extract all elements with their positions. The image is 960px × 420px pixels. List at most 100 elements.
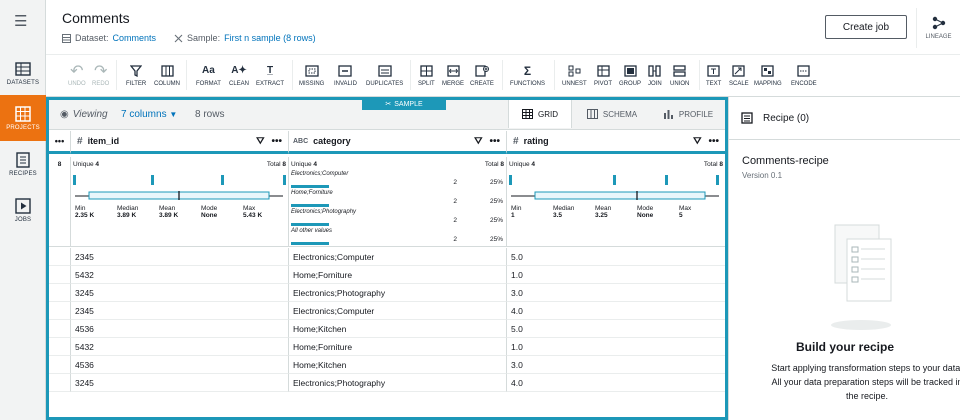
table-cell-rating[interactable]: 4.0 <box>507 374 725 392</box>
filter-icon <box>130 62 143 79</box>
duplicates-button[interactable]: DUPLICATES <box>366 62 403 87</box>
tab-schema[interactable]: SCHEMA <box>574 100 650 128</box>
table-cell-item-id[interactable]: 4536 <box>71 356 289 374</box>
tab-grid[interactable]: GRID <box>508 100 572 128</box>
stat-value: 3.25 <box>595 212 608 219</box>
table-cell-item-id[interactable]: 3245 <box>71 374 289 392</box>
table-cell-rating[interactable]: 3.0 <box>507 284 725 302</box>
table-cell-category[interactable]: Home;Kitchen <box>289 356 507 374</box>
table-cell-item-id[interactable]: 5432 <box>71 266 289 284</box>
scale-button[interactable]: SCALE <box>729 62 749 87</box>
columns-dropdown[interactable]: 7 columns ▼ <box>121 109 177 120</box>
row-header[interactable] <box>49 356 71 374</box>
column-header-item-id[interactable]: # item_id ⛛ ••• <box>71 131 289 154</box>
join-button[interactable]: JOIN <box>648 62 662 87</box>
table-cell-category[interactable]: Electronics;Photography <box>289 374 507 392</box>
more-icon[interactable]: ••• <box>489 135 500 147</box>
text-button[interactable]: TEXT <box>706 62 721 87</box>
dataset-link[interactable]: Comments <box>112 33 157 43</box>
filter-icon[interactable]: ⛛ <box>474 135 483 147</box>
create-button[interactable]: CREATE <box>470 62 494 87</box>
value-count: 2 <box>453 217 457 224</box>
item-id-histogram <box>73 175 286 185</box>
sample-link[interactable]: First n sample (8 rows) <box>224 33 316 43</box>
category-value-row[interactable]: Electronics;Computer 2 25% <box>291 171 503 190</box>
table-cell-rating[interactable]: 5.0 <box>507 320 725 338</box>
value-pct: 25% <box>489 179 503 186</box>
viewing-label: ◉ Viewing <box>60 109 108 120</box>
value-pct: 25% <box>489 217 503 224</box>
column-button[interactable]: COLUMN <box>154 62 180 87</box>
encode-button[interactable]: ENCODE <box>791 62 817 87</box>
table-cell-category[interactable]: Electronics;Computer <box>289 302 507 320</box>
table-cell-category[interactable]: Electronics;Photography <box>289 284 507 302</box>
more-icon[interactable]: ••• <box>271 135 282 147</box>
table-cell-item-id[interactable]: 4536 <box>71 320 289 338</box>
row-header-menu[interactable]: ••• <box>49 131 71 154</box>
stat-value: None <box>201 212 218 219</box>
group-button[interactable]: GROUP <box>619 62 641 87</box>
nav-projects[interactable]: PROJECTS <box>0 95 46 141</box>
table-cell-rating[interactable]: 4.0 <box>507 302 725 320</box>
eye-icon: ◉ <box>60 109 69 120</box>
column-header-rating[interactable]: # rating ⛛ ••• <box>507 131 725 154</box>
lineage-button[interactable]: LINEAGE <box>916 8 960 48</box>
undo-button[interactable]: ↶ UNDO <box>68 62 86 88</box>
filter-icon[interactable]: ⛛ <box>256 135 265 147</box>
tab-profile[interactable]: PROFILE <box>652 100 724 128</box>
unnest-button[interactable]: UNNEST <box>562 62 587 87</box>
nav-jobs[interactable]: JOBS <box>0 187 46 233</box>
invalid-button[interactable]: INVALID <box>334 62 357 87</box>
table-cell-rating[interactable]: 1.0 <box>507 338 725 356</box>
row-header[interactable] <box>49 266 71 284</box>
dataset-prefix: Dataset: <box>75 33 109 43</box>
split-button[interactable]: SPLIT <box>418 62 435 87</box>
row-header[interactable] <box>49 374 71 392</box>
row-header[interactable] <box>49 248 71 266</box>
row-header[interactable] <box>49 338 71 356</box>
table-cell-category[interactable]: Home;Forniture <box>289 338 507 356</box>
table-cell-rating[interactable]: 3.0 <box>507 356 725 374</box>
invalid-label: INVALID <box>334 81 357 87</box>
category-value-row[interactable]: Electronics;Photography 2 25% <box>291 209 503 228</box>
redo-button[interactable]: ↷ REDO <box>92 62 109 88</box>
table-cell-category[interactable]: Home;Kitchen <box>289 320 507 338</box>
mapping-button[interactable]: MAPPING <box>754 62 782 87</box>
merge-button[interactable]: MERGE <box>442 62 464 87</box>
nav-recipes[interactable]: RECIPES <box>0 141 46 187</box>
row-header[interactable] <box>49 302 71 320</box>
format-button[interactable]: Aa FORMAT <box>196 62 221 87</box>
nav-datasets[interactable]: DATASETS <box>0 50 46 96</box>
union-button[interactable]: UNION <box>670 62 689 87</box>
value-count: 2 <box>453 179 457 186</box>
more-icon[interactable]: ••• <box>708 135 719 147</box>
pivot-button[interactable]: PIVOT <box>594 62 612 87</box>
create-job-button[interactable]: Create job <box>825 15 907 39</box>
table-cell-item-id[interactable]: 3245 <box>71 284 289 302</box>
table-cell-item-id[interactable]: 2345 <box>71 302 289 320</box>
clean-button[interactable]: A✦ CLEAN <box>229 62 249 87</box>
category-value-row[interactable]: All other values 2 25% <box>291 228 503 247</box>
table-cell-item-id[interactable]: 5432 <box>71 338 289 356</box>
table-cell-category[interactable]: Home;Forniture <box>289 266 507 284</box>
undo-label: UNDO <box>68 81 86 87</box>
jobs-icon <box>15 197 31 214</box>
functions-button[interactable]: Σ FUNCTIONS <box>510 62 545 88</box>
table-cell-rating[interactable]: 5.0 <box>507 248 725 266</box>
profile-icon <box>663 110 673 119</box>
total-value: 8 <box>282 161 286 168</box>
category-value-row[interactable]: Home;Forniture 2 25% <box>291 190 503 209</box>
filter-icon[interactable]: ⛛ <box>693 135 702 147</box>
menu-icon[interactable]: ☰ <box>14 13 28 30</box>
column-header-category[interactable]: ABC category ⛛ ••• <box>289 131 507 154</box>
missing-button[interactable]: MISSING <box>299 62 324 87</box>
extract-button[interactable]: T̲ EXTRACT <box>256 62 284 87</box>
table-cell-item-id[interactable]: 2345 <box>71 248 289 266</box>
table-cell-category[interactable]: Electronics;Computer <box>289 248 507 266</box>
row-header[interactable] <box>49 320 71 338</box>
group-label: GROUP <box>619 81 642 87</box>
table-cell-rating[interactable]: 1.0 <box>507 266 725 284</box>
encode-label: ENCODE <box>791 81 817 87</box>
filter-button[interactable]: FILTER <box>126 62 146 87</box>
row-header[interactable] <box>49 284 71 302</box>
